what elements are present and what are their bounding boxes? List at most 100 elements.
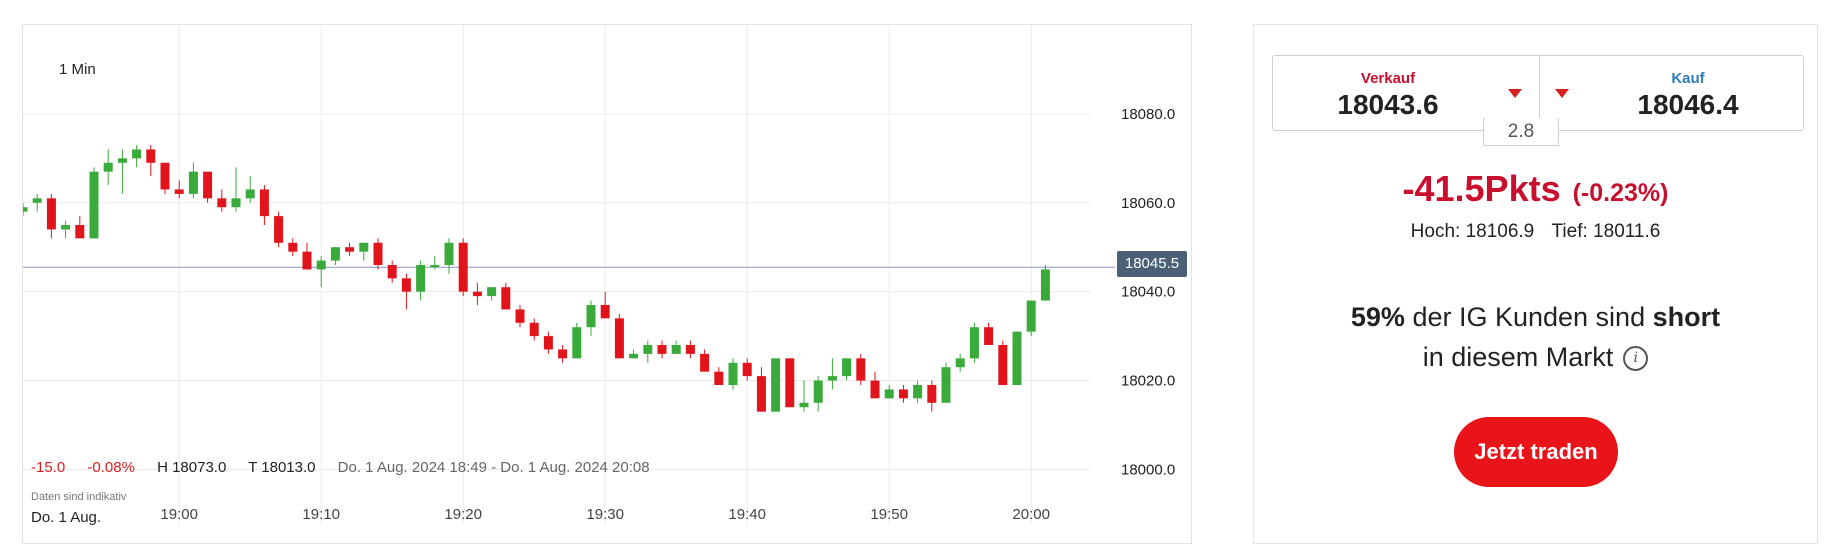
quote-divider [1539, 56, 1540, 130]
candle-body [998, 345, 1008, 385]
candle-body [259, 189, 269, 217]
candles [23, 145, 1050, 412]
candle-body [117, 158, 127, 163]
candle-body [387, 265, 397, 279]
change-points: -41.5Pkts [1402, 168, 1561, 209]
candle-body [401, 278, 411, 292]
candle-body [629, 353, 639, 359]
candle-body [771, 358, 781, 412]
interval-label[interactable]: 1 Min [59, 61, 96, 78]
candle-body [274, 216, 284, 243]
candle-body [316, 260, 326, 270]
sentiment-line-1: 59% der IG Kunden sind short [1254, 297, 1817, 337]
candle-body [870, 380, 880, 399]
candle-body [217, 198, 227, 208]
candle-body [288, 242, 298, 252]
candle-body [558, 349, 568, 359]
candle-body [799, 402, 809, 408]
y-axis: 18080.0 18060.0 18040.0 18020.0 18000.0 [1121, 106, 1175, 479]
candle-body [756, 376, 766, 412]
candle-body [458, 242, 468, 292]
indicative-disclaimer: Daten sind indikativ [31, 491, 127, 503]
trade-now-button[interactable]: Jetzt traden [1454, 417, 1618, 487]
x-tick-label: 19:30 [586, 506, 624, 523]
buy-quote[interactable]: Kauf 18046.4 [1573, 70, 1803, 121]
x-tick-label: 19:20 [444, 506, 482, 523]
candle-body [23, 207, 28, 212]
candle-body [927, 385, 937, 403]
current-price-tag: 18045.5 [1117, 251, 1187, 277]
candle-body [785, 358, 795, 408]
daily-change: -41.5Pkts (-0.23%) [1254, 168, 1817, 210]
spread-value: 2.8 [1483, 118, 1559, 146]
candle-body [742, 362, 752, 377]
candle-body [345, 247, 355, 252]
sentiment-percent: 59% [1350, 302, 1405, 332]
candle-body [813, 380, 823, 403]
candle-body [416, 265, 426, 292]
candle-body [941, 367, 951, 403]
candle-body [600, 305, 610, 319]
buy-down-arrow-icon [1555, 89, 1569, 98]
candle-body [955, 358, 965, 368]
chart-low: T 18013.0 [248, 459, 316, 476]
chart-stats: -15.0 -0.08% H 18073.0 T 18013.0 Do. 1 A… [31, 459, 668, 476]
candle-body [61, 225, 71, 230]
sell-label: Verkauf [1360, 70, 1416, 87]
candle-body [685, 345, 695, 354]
x-tick-label: 19:50 [870, 506, 908, 523]
candle-body [827, 376, 837, 381]
y-tick-label: 18020.0 [1121, 373, 1175, 390]
candlestick-chart[interactable]: 18080.0 18060.0 18040.0 18020.0 18000.0 19:0… [23, 25, 1191, 545]
x-tick-label: 19:40 [728, 506, 766, 523]
candle-body [529, 322, 539, 337]
candle-body [302, 251, 312, 270]
client-sentiment: 59% der IG Kunden sind short in diesem M… [1254, 297, 1817, 377]
candle-body [160, 162, 170, 190]
candle-body [373, 242, 383, 265]
candle-body [330, 247, 340, 261]
high-low: Hoch: 18106.9 Tief: 18011.6 [1254, 221, 1817, 243]
candle-body [188, 171, 198, 194]
candle-body [89, 171, 99, 239]
sentiment-text: der IG Kunden sind [1404, 302, 1653, 332]
day-high: Hoch: 18106.9 [1410, 221, 1535, 242]
candle-body [856, 358, 866, 381]
candle-body [501, 287, 511, 310]
chart-date-range: Do. 1 Aug. 2024 18:49 - Do. 1 Aug. 2024 … [337, 459, 650, 476]
info-icon[interactable]: i [1623, 346, 1649, 372]
candle-body [472, 291, 482, 297]
candle-body [203, 171, 213, 199]
sentiment-line-2: in diesem Markt i [1254, 337, 1817, 377]
x-tick-label: 19:00 [160, 506, 198, 523]
candle-body [132, 149, 142, 159]
candle-body [614, 318, 624, 359]
change-percent: (-0.23%) [1572, 179, 1669, 207]
price-chart-panel: 18080.0 18060.0 18040.0 18020.0 18000.0 19:0… [22, 24, 1192, 544]
candle-body [884, 389, 894, 399]
sentiment-market-text: in diesem Markt [1422, 342, 1614, 372]
candle-body [657, 345, 667, 354]
candle-body [543, 336, 553, 350]
candle-body [32, 198, 42, 203]
candle-body [245, 189, 255, 199]
candle-body [515, 309, 525, 323]
chart-high: H 18073.0 [157, 459, 227, 476]
candle-body [46, 198, 56, 230]
candle-body [146, 149, 156, 163]
x-tick-label: 20:00 [1012, 506, 1050, 523]
y-tick-label: 18060.0 [1121, 195, 1175, 212]
sell-down-arrow-icon [1508, 89, 1522, 98]
x-tick-label: 19:10 [302, 506, 340, 523]
x-axis-date-label: Do. 1 Aug. [31, 509, 102, 526]
candle-body [586, 305, 596, 328]
candle-body [728, 362, 738, 385]
candle-body [898, 389, 908, 399]
candle-body [444, 242, 454, 265]
sell-quote[interactable]: Verkauf 18043.6 [1273, 70, 1503, 121]
day-low: Tief: 18011.6 [1551, 221, 1661, 242]
chart-change: -15.0 [31, 459, 66, 476]
candle-body [231, 198, 241, 208]
candle-body [430, 265, 440, 267]
candle-body [714, 371, 724, 385]
